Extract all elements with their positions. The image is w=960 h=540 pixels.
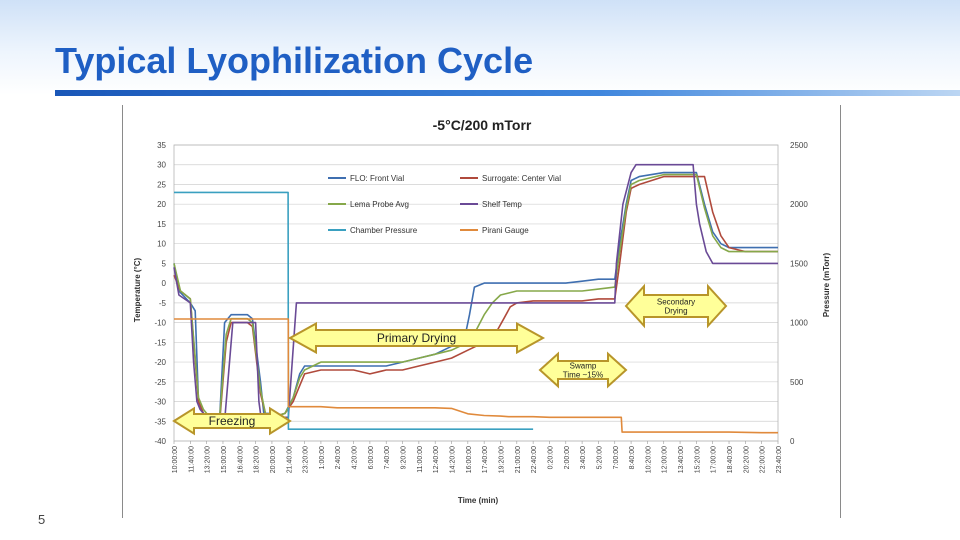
- legend-label: Chamber Pressure: [350, 226, 418, 235]
- y-tick-label: -5: [159, 299, 167, 308]
- series-lines: [173, 163, 778, 434]
- primary-drying-arrow: [287, 321, 546, 355]
- x-tick-label: 20:00:00: [270, 446, 277, 473]
- header-background: [0, 0, 960, 95]
- y2-tick-label: 1000: [790, 319, 808, 328]
- axis-ticks: 35 30 25 20 15 10 5 0 -5 -10 -15 -20 -25 -30 -35 -40 250…: [154, 141, 808, 473]
- x-tick-label: 18:40:00: [727, 446, 734, 473]
- x-tick-label: 23:40:00: [776, 446, 783, 473]
- x-axis-label: Time (min): [458, 496, 499, 505]
- y-tick-label: -15: [154, 338, 166, 347]
- plot-area: [173, 144, 779, 442]
- y-tick-label: -20: [154, 358, 166, 367]
- y2-tick-label: 0: [790, 437, 795, 446]
- y-tick-label: 15: [157, 220, 166, 229]
- y-tick-label: 25: [157, 180, 166, 189]
- x-tick-label: 7:40:00: [384, 446, 391, 469]
- swamp-time-label: Swamp: [570, 361, 597, 370]
- x-tick-label: 4:20:00: [352, 446, 359, 469]
- grid-lines: [173, 144, 779, 442]
- x-tick-label: 3:40:00: [580, 446, 587, 469]
- x-tick-label: 1:00:00: [319, 446, 326, 469]
- x-tick-label: 18:20:00: [254, 446, 261, 473]
- freezing-label: Freezing: [209, 414, 256, 428]
- x-tick-label: 20:20:00: [743, 446, 750, 473]
- series-line-shelf-temp: [173, 163, 778, 423]
- x-tick-label: 2:40:00: [335, 446, 342, 469]
- x-tick-label: 14:20:00: [450, 446, 457, 473]
- x-tick-label: 22:00:00: [760, 446, 767, 473]
- y-tick-label: 35: [157, 141, 166, 150]
- y-tick-label: -30: [154, 398, 166, 407]
- y2-tick-label: 2000: [790, 200, 808, 209]
- x-tick-label: 6:00:00: [368, 446, 375, 469]
- x-tick-label: 19:20:00: [498, 446, 505, 473]
- secondary-drying-label: Secondary: [657, 297, 695, 306]
- x-tick-label: 21:00:00: [515, 446, 522, 473]
- slide-title: Typical Lyophilization Cycle: [55, 40, 534, 81]
- x-tick-label: 2:00:00: [564, 446, 571, 469]
- x-tick-label: 15:00:00: [221, 446, 228, 473]
- legend-label: FLO: Front Vial: [350, 174, 404, 183]
- x-tick-label: 13:40:00: [678, 446, 685, 473]
- y-tick-label: -35: [154, 417, 166, 426]
- y-tick-label: 30: [157, 161, 166, 170]
- x-tick-label: 16:40:00: [237, 446, 244, 473]
- y-tick-label: 20: [157, 200, 166, 209]
- y-tick-label: -25: [154, 378, 166, 387]
- x-tick-label: 10:00:00: [172, 446, 179, 473]
- y2-tick-label: 500: [790, 378, 804, 387]
- series-line-chamber-pressure: [174, 191, 534, 431]
- y-axis-label: Temperature (°C): [133, 257, 142, 322]
- legend-label: Pirani Gauge: [482, 226, 529, 235]
- x-tick-label: 10:20:00: [645, 446, 652, 473]
- x-tick-label: 16:00:00: [466, 446, 473, 473]
- legend-label: Lema Probe Avg: [350, 200, 409, 209]
- chart-title: -5°C/200 mTorr: [433, 117, 532, 133]
- x-tick-label: 11:00:00: [417, 446, 424, 473]
- x-tick-label: 9:20:00: [401, 446, 408, 469]
- title-underline: [55, 90, 960, 96]
- y-tick-label: 5: [162, 259, 167, 268]
- x-tick-label: 13:20:00: [205, 446, 212, 473]
- x-tick-label: 21:40:00: [286, 446, 293, 473]
- freezing-arrow: [172, 406, 292, 436]
- x-tick-label: 12:40:00: [433, 446, 440, 473]
- page-number: 5: [38, 512, 46, 527]
- y-tick-label: 0: [162, 279, 167, 288]
- swamp-time-label: Time ~15%: [563, 370, 603, 379]
- x-tick-label: 0:20:00: [547, 446, 554, 469]
- secondary-drying-arrow: [624, 283, 728, 329]
- x-tick-label: 17:40:00: [482, 446, 489, 473]
- legend-label: Surrogate: Center Vial: [482, 174, 561, 183]
- legend-label: Shelf Temp: [482, 200, 522, 209]
- x-tick-label: 15:20:00: [694, 446, 701, 473]
- y-tick-label: -10: [154, 319, 166, 328]
- x-tick-label: 7:00:00: [613, 446, 620, 469]
- series-line-pirani-gauge: [174, 318, 778, 434]
- series-line-surrogate-center-vial: [173, 175, 778, 423]
- secondary-drying-label: Drying: [664, 306, 687, 315]
- x-tick-label: 11:40:00: [188, 446, 195, 473]
- x-tick-label: 5:20:00: [596, 446, 603, 469]
- y2-axis-label: Pressure (mTorr): [822, 253, 831, 318]
- y-tick-label: -40: [154, 437, 166, 446]
- x-tick-label: 12:00:00: [662, 446, 669, 473]
- y2-tick-label: 2500: [790, 141, 808, 150]
- y2-tick-label: 1500: [790, 259, 808, 268]
- x-tick-label: 17:00:00: [711, 446, 718, 473]
- legend: FLO: Front Vial Surrogate: Center Vial Lem…: [328, 174, 561, 235]
- y-tick-label: 10: [157, 240, 166, 249]
- primary-drying-label: Primary Drying: [377, 331, 456, 345]
- x-tick-label: 8:40:00: [629, 446, 636, 469]
- x-tick-label: 23:20:00: [303, 446, 310, 473]
- swamp-time-arrow: [538, 351, 628, 389]
- x-tick-label: 22:40:00: [531, 446, 538, 473]
